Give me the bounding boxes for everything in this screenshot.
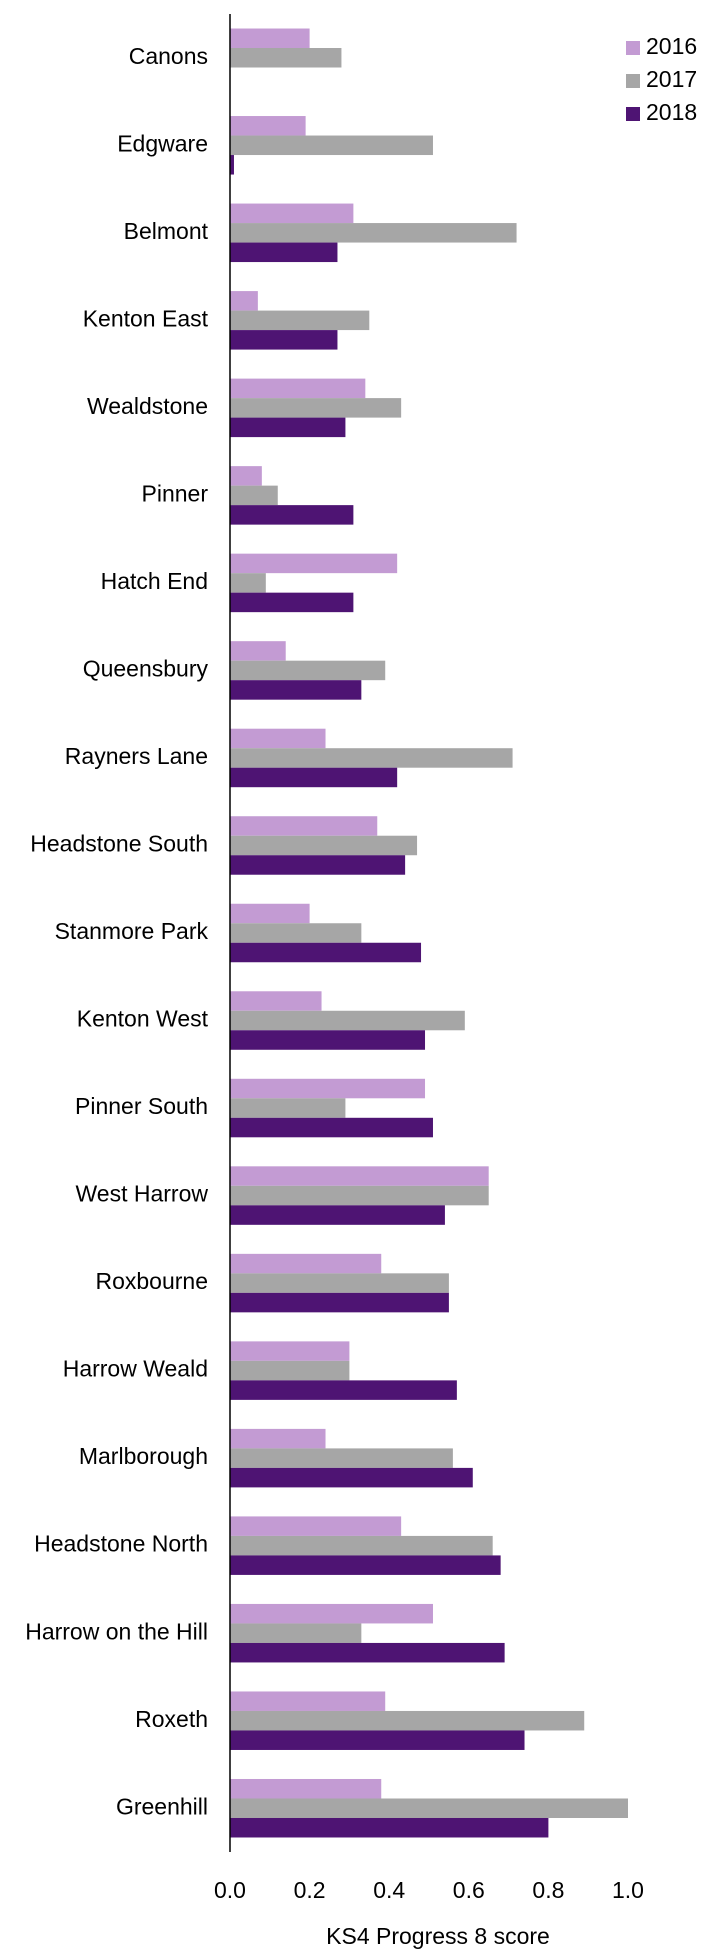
bar — [230, 1117, 433, 1138]
legend-swatch — [626, 41, 640, 55]
bar — [230, 1292, 449, 1313]
y-tick-label: Marlborough — [79, 1443, 208, 1469]
bar — [230, 816, 378, 836]
bar — [230, 748, 513, 768]
x-axis-title: KS4 Progress 8 score — [326, 1923, 550, 1949]
bar — [230, 835, 418, 856]
x-tick-label: 1.0 — [612, 1877, 644, 1903]
bar — [230, 48, 342, 68]
bar — [230, 1778, 382, 1799]
bar — [230, 1710, 585, 1731]
y-tick-label: Headstone South — [30, 831, 208, 857]
bar — [230, 1555, 501, 1575]
y-tick-label: Edgware — [117, 130, 208, 156]
bar — [230, 991, 322, 1011]
x-tick-label: 0.6 — [453, 1877, 485, 1903]
bar — [230, 505, 354, 525]
bar — [230, 942, 422, 963]
bar — [230, 1535, 493, 1556]
y-tick-label: Pinner — [142, 480, 209, 506]
bar — [230, 1166, 489, 1186]
bar — [230, 1380, 457, 1400]
bar — [230, 903, 310, 924]
bar — [230, 573, 266, 593]
y-tick-label: Greenhill — [116, 1793, 208, 1819]
bar — [230, 203, 354, 224]
bar — [230, 855, 406, 875]
y-tick-label: Kenton East — [83, 305, 209, 331]
bar — [230, 135, 433, 156]
bar — [230, 660, 386, 681]
bar — [230, 1030, 426, 1050]
bar — [230, 641, 286, 661]
bar — [230, 1273, 449, 1293]
y-tick-label: Canons — [129, 43, 208, 69]
bar — [230, 1185, 489, 1206]
y-tick-label: Stanmore Park — [55, 918, 209, 944]
y-tick-label: Roxeth — [135, 1706, 208, 1732]
bar — [230, 1253, 382, 1274]
y-tick-label: Harrow on the Hill — [25, 1618, 208, 1644]
bar — [230, 553, 398, 574]
y-tick-label: Kenton West — [77, 1006, 209, 1032]
bar — [230, 1428, 326, 1449]
bar — [230, 417, 346, 438]
bar — [230, 1730, 525, 1750]
bar — [230, 1205, 445, 1225]
y-tick-label: Rayners Lane — [65, 743, 208, 769]
legend-label: 2018 — [646, 99, 697, 125]
x-tick-label: 0.2 — [294, 1877, 326, 1903]
legend-label: 2017 — [646, 66, 697, 92]
y-tick-label: Queensbury — [83, 656, 209, 682]
y-tick-label: Roxbourne — [95, 1268, 208, 1294]
bar — [230, 223, 517, 243]
bar — [230, 378, 366, 399]
bar — [230, 1798, 628, 1818]
bar — [230, 242, 338, 263]
x-tick-label: 0.8 — [532, 1877, 564, 1903]
bar — [230, 1448, 453, 1468]
bar — [230, 680, 362, 700]
bar — [230, 1642, 505, 1663]
bar — [230, 1098, 346, 1118]
y-tick-label: Hatch End — [101, 568, 208, 594]
y-tick-label: Pinner South — [75, 1093, 208, 1119]
bar — [230, 1603, 433, 1624]
y-tick-label: Harrow Weald — [63, 1356, 208, 1382]
bar — [230, 1516, 402, 1536]
y-tick-label: West Harrow — [76, 1181, 209, 1207]
bar — [230, 728, 326, 749]
bar — [230, 1691, 386, 1711]
bar — [230, 291, 258, 311]
legend-swatch — [626, 74, 640, 88]
bar — [230, 1817, 549, 1838]
bar — [230, 1341, 350, 1361]
y-tick-label: Belmont — [124, 218, 209, 244]
bar — [230, 592, 354, 613]
bar — [230, 923, 362, 943]
bar — [230, 1360, 350, 1381]
y-tick-label: Headstone North — [34, 1531, 208, 1557]
bar — [230, 1623, 362, 1643]
bar — [230, 466, 262, 486]
bar — [230, 1078, 426, 1099]
y-tick-label: Wealdstone — [87, 393, 208, 419]
bar — [230, 1010, 465, 1031]
bar — [230, 28, 310, 49]
bar — [230, 485, 278, 506]
legend-swatch — [626, 107, 640, 121]
bar — [230, 310, 370, 331]
legend-label: 2016 — [646, 33, 697, 59]
bar — [230, 155, 234, 175]
bar — [230, 1467, 473, 1488]
bar — [230, 767, 398, 788]
x-tick-label: 0.4 — [373, 1877, 405, 1903]
bar — [230, 330, 338, 350]
bar — [230, 398, 402, 418]
x-tick-label: 0.0 — [214, 1877, 246, 1903]
bar — [230, 116, 306, 136]
